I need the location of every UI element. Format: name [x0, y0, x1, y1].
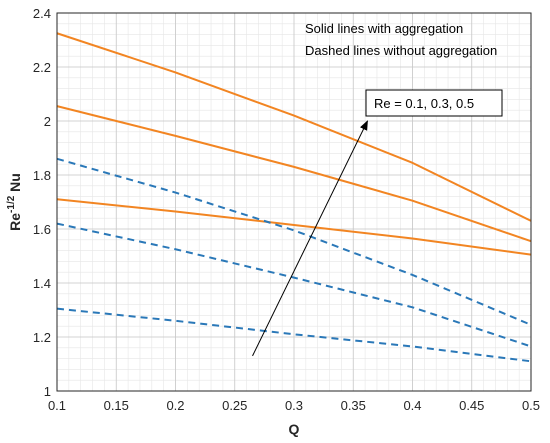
y-tick-label: 1.8	[33, 168, 51, 183]
re-box-label: Re = 0.1, 0.3, 0.5	[374, 96, 474, 111]
x-tick-label: 0.25	[222, 398, 247, 413]
series-line-2	[56, 105, 532, 243]
y-label-sup: -1/2	[6, 195, 17, 213]
y-tick-label: 2.4	[33, 6, 51, 21]
series-line-6	[56, 307, 532, 363]
re-box-frame	[365, 89, 503, 117]
y-tick-label: 2.2	[33, 60, 51, 75]
series-layer	[56, 32, 532, 363]
y-tick-label: 1.2	[33, 330, 51, 345]
re-annotation-box: Re = 0.1, 0.3, 0.5	[365, 89, 503, 117]
series-line-3	[56, 198, 532, 256]
legend-text: Solid lines with aggregation Dashed line…	[305, 21, 497, 58]
y-tick-labels: 1 1.2 1.4 1.6 1.8 2 2.2 2.4	[33, 6, 51, 399]
x-tick-label: 0.3	[285, 398, 303, 413]
re-arrow	[252, 120, 368, 357]
y-tick-label: 2	[44, 114, 51, 129]
series-line-1	[56, 32, 532, 222]
x-axis-label: Q	[289, 421, 300, 437]
x-tick-label: 0.45	[459, 398, 484, 413]
y-label-tail: Nu	[7, 173, 23, 196]
y-axis-label: Re-1/2 Nu	[6, 173, 23, 231]
x-tick-label: 0.4	[403, 398, 421, 413]
series-line-5	[56, 222, 532, 348]
legend-dashed-text: Dashed lines without aggregation	[305, 43, 497, 58]
y-label-base: Re	[7, 213, 23, 231]
x-tick-label: 0.5	[522, 398, 540, 413]
x-tick-label: 0.15	[104, 398, 129, 413]
x-tick-label: 0.1	[48, 398, 66, 413]
y-tick-label: 1.6	[33, 222, 51, 237]
y-tick-label: 1	[44, 384, 51, 399]
legend-solid-text: Solid lines with aggregation	[305, 21, 463, 36]
y-tick-label: 1.4	[33, 276, 51, 291]
x-tick-label: 0.2	[166, 398, 184, 413]
x-tick-label: 0.35	[341, 398, 366, 413]
x-tick-labels: 0.1 0.15 0.2 0.25 0.3 0.35 0.4 0.45 0.5	[48, 398, 540, 413]
plot-frame	[56, 12, 532, 392]
